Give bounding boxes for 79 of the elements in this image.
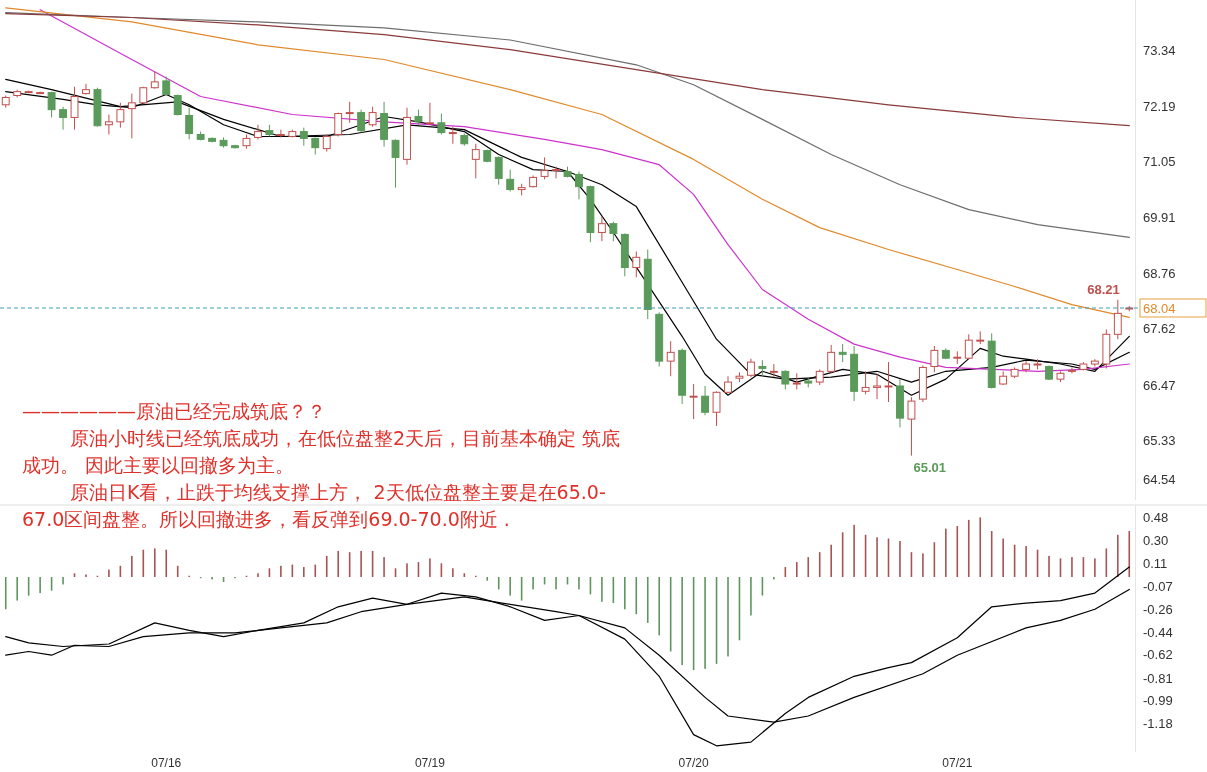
x-tick-label: 07/16 [151, 756, 182, 770]
candlestick [506, 169, 515, 193]
y-tick-label: 66.47 [1143, 377, 1176, 393]
candlestick [552, 166, 560, 179]
y-tick-label: -0.62 [1143, 646, 1173, 662]
line-series [5, 13, 1130, 127]
candlestick [471, 143, 480, 179]
y-tick-label: 67.62 [1143, 321, 1176, 337]
candlestick [104, 114, 113, 135]
candlestick [162, 76, 171, 97]
candlestick [861, 370, 870, 395]
candlestick [884, 361, 893, 403]
x-tick-label: 07/21 [942, 756, 973, 770]
line-series [5, 12, 1130, 238]
candlestick [747, 358, 755, 378]
candlestick [494, 155, 503, 186]
candlestick [597, 215, 606, 242]
candlestick [964, 333, 973, 360]
candlestick [59, 106, 67, 131]
y-tick-label: 0.11 [1143, 556, 1168, 572]
y-tick-label: -0.26 [1143, 602, 1173, 618]
candlestick [689, 383, 698, 420]
candlestick [632, 250, 641, 278]
candlestick [357, 109, 366, 134]
candlestick [82, 83, 90, 96]
line-series [5, 7, 1130, 318]
candlestick [391, 138, 400, 189]
candlestick [769, 363, 778, 378]
annotation: 65.01 [913, 459, 946, 475]
candlestick [930, 345, 939, 373]
annotation: 原油日K看，止跌于均线支撑上方， 2天低位盘整主要是在65.0-67.0区间盘整。所以回撤进多，看反弹到69.0-70.0附近 . [22, 480, 607, 532]
y-tick-label: 72.19 [1143, 98, 1176, 114]
candlestick [185, 107, 194, 140]
y-tick-label: -1.18 [1143, 716, 1173, 732]
candlestick [827, 344, 836, 374]
ref-line-label: 68.04 [1143, 300, 1176, 316]
y-tick-label: 64.54 [1143, 471, 1176, 487]
candlestick [1068, 366, 1076, 374]
candlestick [437, 113, 446, 135]
y-tick-label: 71.05 [1143, 154, 1176, 170]
candlestick [575, 171, 583, 200]
candlestick [609, 221, 618, 242]
candlestick [448, 126, 457, 145]
candlestick [368, 106, 377, 128]
candlestick [127, 93, 136, 139]
y-tick-label: -0.44 [1143, 624, 1173, 640]
candlestick [701, 385, 710, 416]
y-tick-label: 0.48 [1143, 510, 1169, 526]
candlestick [254, 124, 262, 140]
candlestick [276, 129, 285, 138]
candlestick [873, 373, 881, 400]
y-tick-label: 69.91 [1143, 209, 1176, 225]
candlestick [425, 102, 434, 125]
y-tick-label: 0.30 [1143, 532, 1169, 548]
candlestick [47, 91, 56, 118]
y-tick-label: 65.33 [1143, 433, 1176, 449]
y-tick-label: -0.81 [1143, 670, 1173, 686]
candlestick [712, 390, 721, 427]
annotation: 原油小时线已经筑底成功，在低位盘整2天后，目前基本确定 筑底成功。 因此主要以回撤多为主。 [22, 426, 622, 478]
x-tick-label: 07/19 [414, 756, 446, 770]
x-tick-label: 07/20 [678, 756, 709, 770]
candlestick [666, 340, 675, 377]
candlestick [907, 396, 916, 457]
candlestick [540, 156, 549, 180]
y-tick-label: 73.34 [1143, 42, 1176, 58]
candlestick [70, 86, 79, 131]
candlestick [1113, 299, 1122, 340]
candlestick [299, 127, 308, 147]
text: ——————原油已经完成筑底？？ [22, 399, 327, 424]
line-series [5, 566, 1130, 747]
candlestick [838, 343, 847, 363]
candlestick [116, 102, 125, 129]
line-series [39, 9, 1130, 372]
annotation: 68.21 [1087, 281, 1120, 297]
y-tick-label: -0.07 [1143, 578, 1173, 594]
candlestick [345, 101, 354, 124]
candlestick [781, 369, 790, 390]
y-tick-label: -0.99 [1143, 692, 1173, 708]
y-tick-label: 68.76 [1143, 265, 1176, 281]
